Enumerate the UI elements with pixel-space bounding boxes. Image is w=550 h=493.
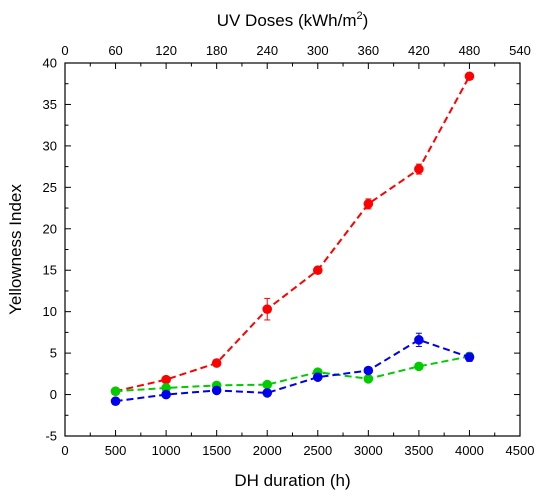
data-point: [110, 396, 121, 406]
x-tick-label: 3000: [354, 443, 383, 458]
top-tick-label: 540: [509, 43, 531, 58]
data-point: [464, 71, 475, 82]
data-point: [262, 388, 273, 398]
data-point: [161, 374, 171, 385]
top-axis-title-close: ): [363, 11, 369, 30]
x-tick-label: 4500: [506, 443, 535, 458]
data-point: [161, 389, 171, 400]
top-tick-label: 300: [307, 43, 329, 58]
top-tick-label: 360: [357, 43, 379, 58]
data-point: [262, 304, 273, 314]
data-point: [211, 385, 222, 396]
data-point: [110, 386, 121, 397]
top-axis-title-superscript: 2: [357, 10, 363, 22]
data-point: [312, 372, 323, 382]
series-1: [110, 351, 475, 397]
y-tick-label: 0: [50, 387, 57, 402]
series-0: [110, 71, 475, 397]
top-axis-title-main: UV Doses (kWh/m: [217, 11, 357, 30]
x-tick-label: 0: [61, 443, 68, 458]
data-point: [363, 199, 374, 209]
data-point: [161, 383, 171, 393]
y-axis-title: Yellowness Index: [6, 184, 25, 315]
top-tick-label: 240: [256, 43, 278, 58]
x-tick-label: 3500: [404, 443, 433, 458]
data-point: [262, 379, 273, 390]
y-tick-label: -5: [45, 429, 57, 444]
y-tick-label: 20: [43, 221, 57, 236]
x-tick-label: 2500: [303, 443, 332, 458]
series-2: [110, 332, 475, 406]
data-point: [211, 358, 222, 368]
top-tick-label: 60: [108, 43, 122, 58]
top-tick-label: 120: [155, 43, 177, 58]
data-point: [464, 352, 475, 363]
series-line: [115, 338, 470, 403]
x-tick-label: 2000: [253, 443, 282, 458]
x-axis-title: DH duration (h): [234, 471, 350, 490]
y-tick-label: 10: [43, 304, 57, 319]
y-tick-label: 35: [43, 97, 57, 112]
x-tick-label: 1000: [152, 443, 181, 458]
data-point: [414, 164, 424, 174]
x-tick-label: 1500: [202, 443, 231, 458]
series-line: [115, 355, 470, 393]
series-layer: [110, 71, 475, 406]
top-tick-label: 180: [206, 43, 228, 58]
y-tick-label: 30: [43, 138, 57, 153]
plot-frame: [64, 62, 521, 437]
top-tick-label: 480: [459, 43, 481, 58]
top-tick-label: 420: [408, 43, 430, 58]
data-point: [363, 374, 374, 384]
data-point: [363, 365, 374, 376]
y-tick-label: 5: [50, 346, 57, 361]
y-tick-label: 25: [43, 180, 57, 195]
data-point: [312, 265, 323, 276]
data-point: [414, 361, 424, 372]
data-point: [414, 335, 424, 345]
top-tick-label: 0: [61, 43, 68, 58]
x-tick-label: 4000: [455, 443, 484, 458]
y-tick-label: 40: [43, 56, 57, 71]
x-tick-label: 500: [105, 443, 127, 458]
y-tick-label: 15: [43, 263, 57, 278]
series-line: [115, 75, 471, 393]
top-axis-title: UV Doses (kWh/m2): [217, 10, 369, 30]
